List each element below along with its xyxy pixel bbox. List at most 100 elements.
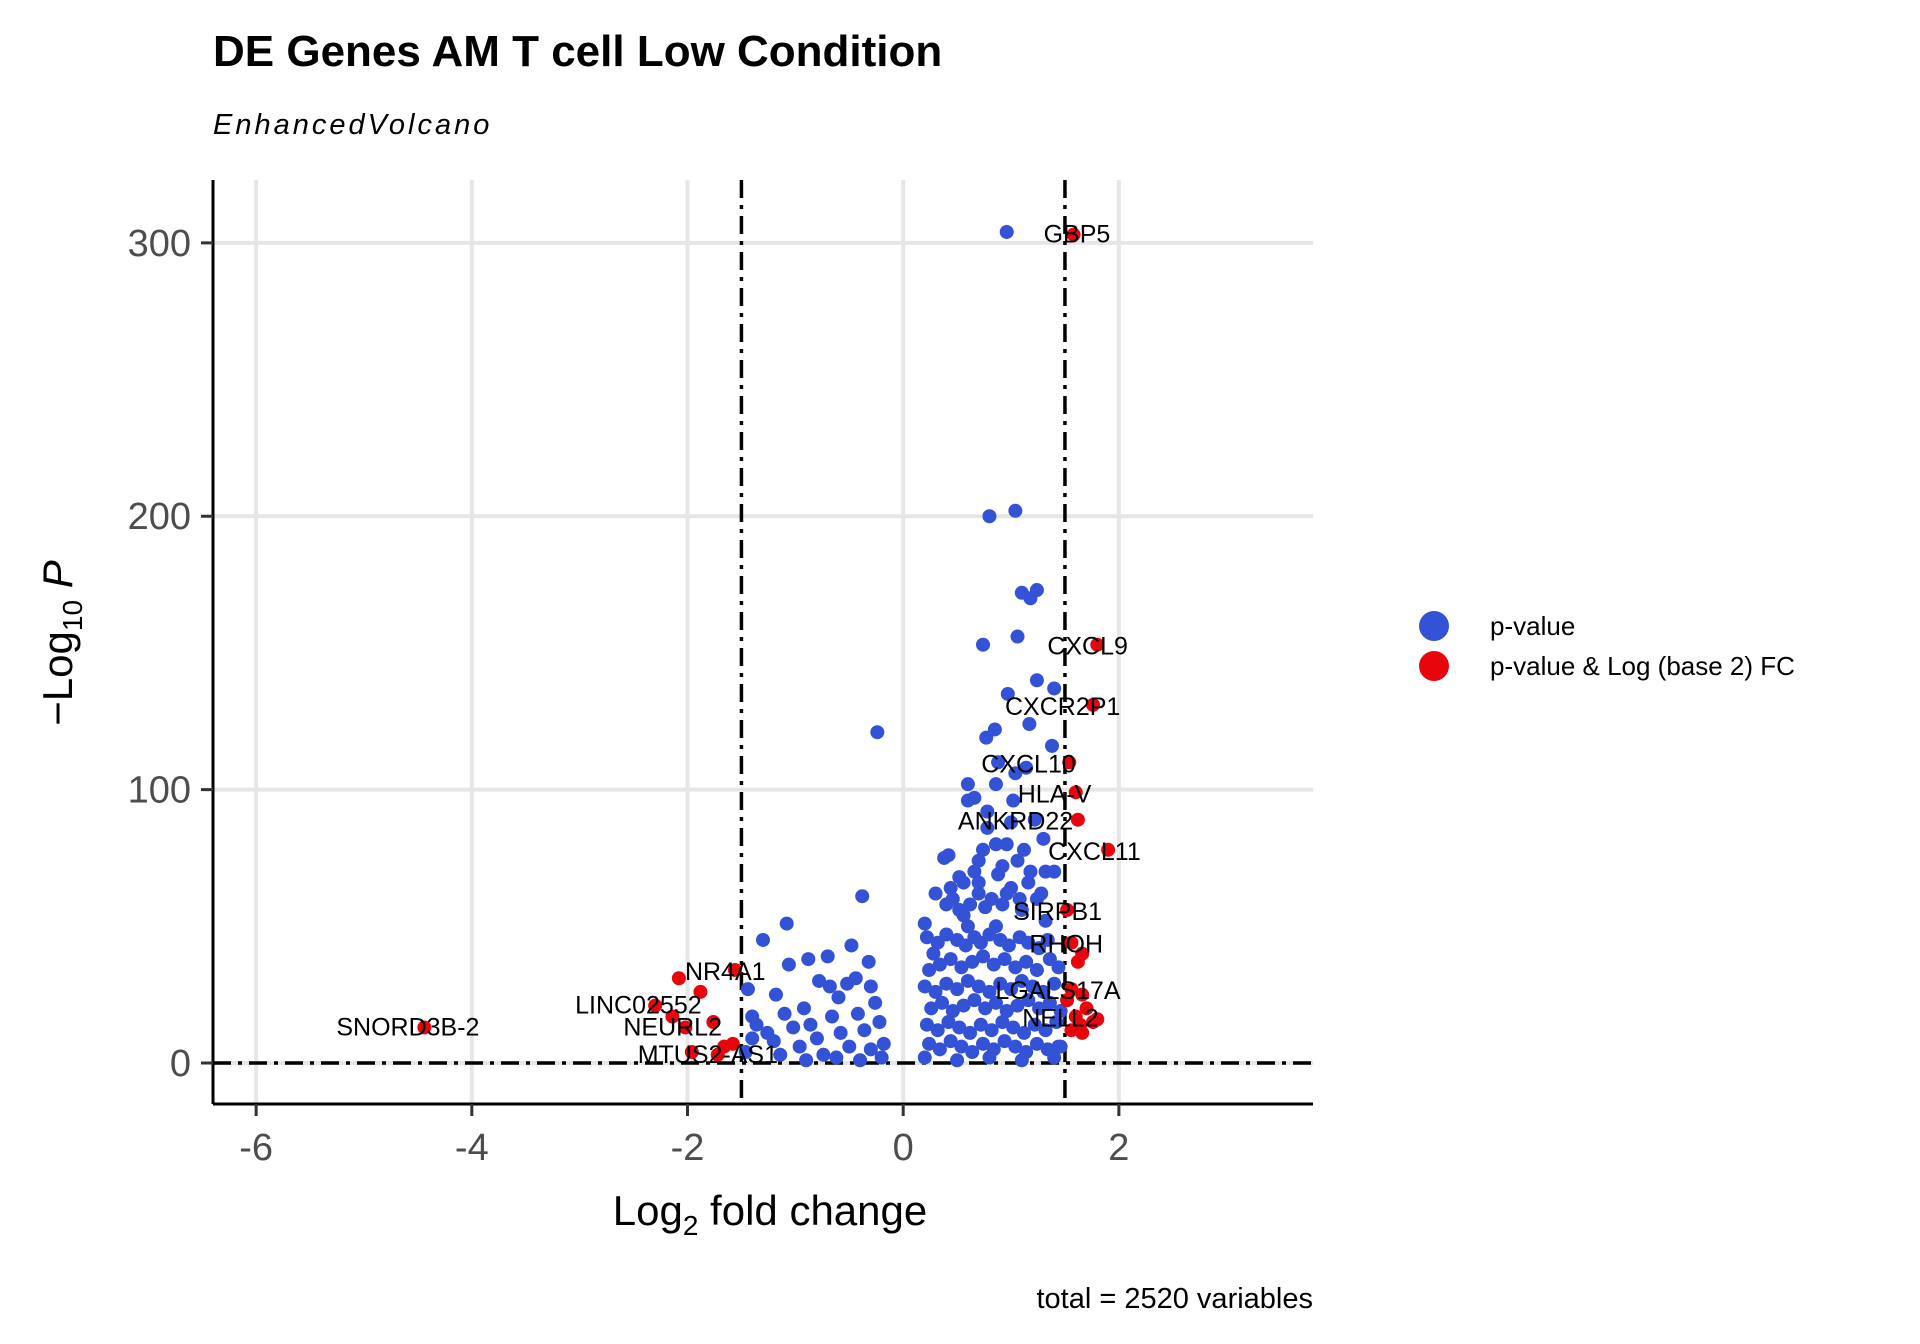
data-point <box>1000 686 1015 701</box>
data-point <box>926 946 941 961</box>
data-point <box>706 1014 721 1029</box>
data-point <box>922 963 937 978</box>
data-point <box>928 886 943 901</box>
data-point <box>1042 995 1057 1010</box>
data-point <box>939 976 954 991</box>
data-point <box>779 916 794 931</box>
data-point <box>809 1031 824 1046</box>
data-point <box>999 837 1014 852</box>
gene-label: NR4A1 <box>685 958 766 986</box>
gene-label: GBP5 <box>1044 221 1111 249</box>
data-point <box>982 984 997 999</box>
data-point <box>1034 886 1049 901</box>
data-point <box>825 1009 840 1024</box>
data-point <box>984 1023 999 1038</box>
data-point <box>1004 881 1019 896</box>
data-point <box>999 1004 1014 1019</box>
gene-label: HLA-V <box>1018 780 1092 808</box>
chart-title: DE Genes AM T cell Low Condition <box>213 27 942 76</box>
gene-label: CXCL9 <box>1047 633 1128 661</box>
data-point <box>1038 1023 1053 1038</box>
data-point <box>965 954 980 969</box>
data-point <box>1008 960 1023 975</box>
data-point <box>971 886 986 901</box>
x-axis-title: Log2 fold change <box>613 1187 928 1241</box>
data-point <box>1053 1039 1068 1054</box>
x-tick-label: -6 <box>239 1127 273 1169</box>
data-point <box>684 1045 699 1060</box>
data-point <box>1014 1053 1029 1068</box>
data-point <box>1008 1039 1023 1054</box>
data-point <box>954 1039 969 1054</box>
data-point <box>971 979 986 994</box>
data-point <box>1004 982 1019 997</box>
data-point <box>1090 1012 1105 1027</box>
data-point <box>1022 717 1037 732</box>
data-point <box>952 870 967 885</box>
data-point <box>971 875 986 890</box>
data-point <box>863 1042 878 1057</box>
gene-label: CXCR2P1 <box>1005 693 1120 721</box>
data-point <box>919 930 934 945</box>
data-point <box>965 1045 980 1060</box>
data-point <box>671 971 686 986</box>
data-point <box>1047 1050 1062 1065</box>
data-point <box>980 804 995 819</box>
data-point <box>820 949 835 964</box>
data-point <box>756 932 770 947</box>
data-point <box>693 984 708 999</box>
x-tick-label: -2 <box>671 1127 705 1169</box>
axes: -6 -4 -2 0 2 0 100 200 300 <box>128 180 1313 1169</box>
data-point <box>978 1001 993 1016</box>
data-point <box>1047 681 1062 696</box>
data-point <box>1008 503 1023 518</box>
data-point <box>999 224 1014 239</box>
y-tick-label: 100 <box>128 770 191 812</box>
data-point <box>870 725 885 740</box>
data-point <box>1064 1023 1079 1038</box>
data-point <box>740 982 755 997</box>
data-point <box>952 902 967 917</box>
data-point <box>982 927 997 942</box>
data-point <box>848 971 863 986</box>
data-point <box>727 963 742 978</box>
data-point <box>1032 1001 1047 1016</box>
data-point <box>781 957 796 972</box>
chart-subtitle: EnhancedVolcano <box>213 109 492 141</box>
gene-label: CXCL11 <box>1048 838 1141 866</box>
data-point <box>995 1014 1010 1029</box>
data-point <box>738 1045 753 1060</box>
data-point <box>1047 864 1062 879</box>
data-point <box>857 1023 872 1038</box>
data-point <box>1010 629 1025 644</box>
data-point <box>1019 760 1034 775</box>
data-point <box>796 1001 811 1016</box>
data-point <box>745 1031 760 1046</box>
data-point <box>963 897 978 912</box>
data-point <box>982 1050 997 1065</box>
data-point <box>984 891 999 906</box>
y-tick-label: 0 <box>170 1043 191 1085</box>
data-point <box>1001 938 1016 953</box>
legend: p-value p-value & Log (base 2) FC <box>1419 611 1795 681</box>
caption-total: total = 2520 variables <box>1037 1283 1314 1315</box>
data-point <box>1021 993 1036 1008</box>
x-tick-label: 2 <box>1108 1127 1129 1169</box>
data-point <box>1010 998 1025 1013</box>
data-point <box>1004 815 1019 830</box>
data-point <box>1029 1036 1044 1051</box>
gene-label: CXCL10 <box>981 750 1076 778</box>
data-point <box>991 755 1006 770</box>
data-point <box>1053 1004 1068 1019</box>
data-point <box>954 960 969 975</box>
data-point <box>960 919 975 934</box>
data-point <box>950 1053 965 1068</box>
data-point <box>803 1017 818 1032</box>
data-point <box>919 1017 934 1032</box>
data-point <box>1064 982 1079 997</box>
data-point <box>1079 1001 1094 1016</box>
data-point <box>976 1036 990 1051</box>
data-point <box>665 1009 680 1024</box>
data-point <box>1062 755 1077 770</box>
x-tick-label: 0 <box>893 1127 914 1169</box>
